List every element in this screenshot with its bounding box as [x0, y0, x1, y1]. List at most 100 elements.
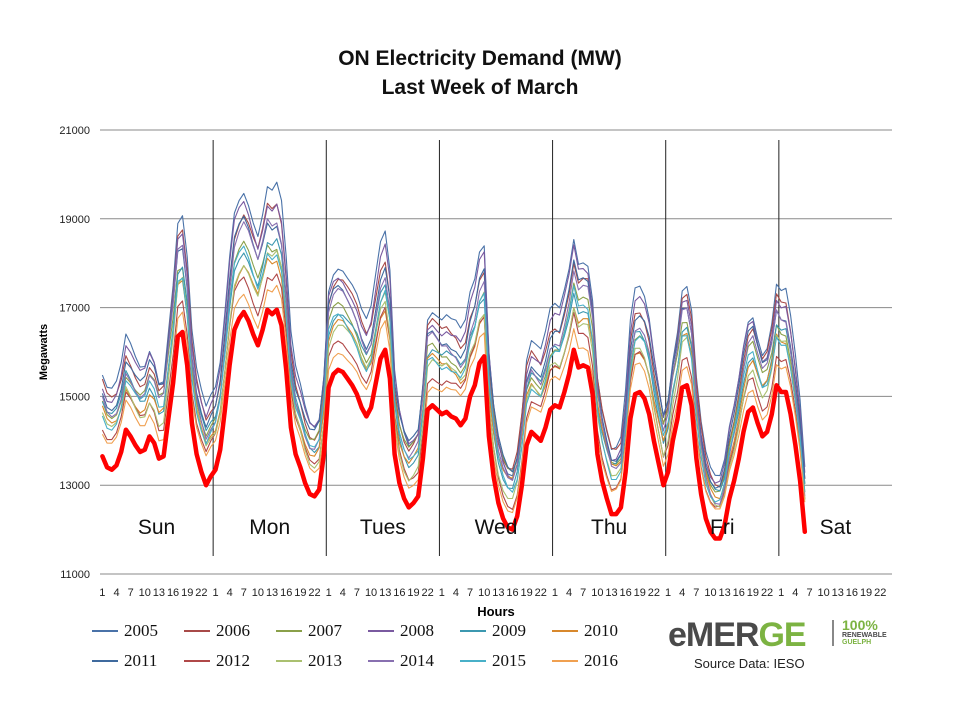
x-axis-label: Hours	[477, 604, 515, 619]
legend-swatch	[276, 630, 302, 632]
x-tick-label: 1	[665, 587, 671, 599]
x-tick-label: 22	[648, 587, 660, 599]
legend-item: 2010	[552, 621, 618, 640]
x-tick-label: 19	[294, 587, 306, 599]
legend-item: 2008	[368, 621, 434, 640]
x-tick-label: 7	[580, 587, 586, 599]
x-tick-label: 16	[733, 587, 745, 599]
y-tick-label: 17000	[59, 303, 90, 315]
x-tick-label: 22	[308, 587, 320, 599]
x-tick-label: 7	[806, 587, 812, 599]
legend-swatch	[460, 630, 486, 632]
legend-label: 2008	[400, 621, 434, 640]
chart-subtitle: Last Week of March	[381, 76, 579, 99]
legend-label: 2009	[492, 621, 526, 640]
x-tick-label: 4	[792, 587, 798, 599]
legend-label: 2010	[584, 621, 618, 640]
legend-label: 2012	[216, 651, 250, 670]
x-tick-label: 13	[266, 587, 278, 599]
legend-item: 2006	[184, 621, 250, 640]
highlight-series	[100, 307, 808, 541]
legend-label: 2015	[492, 651, 526, 670]
x-tick-label: 19	[181, 587, 193, 599]
x-tick-label: 1	[212, 587, 218, 599]
source-note: Source Data: IESO	[694, 656, 805, 671]
x-tick-label: 13	[492, 587, 504, 599]
x-tick-label: 4	[113, 587, 119, 599]
y-tick-label: 19000	[59, 214, 90, 226]
series-line-2008	[101, 200, 806, 484]
x-tick-label: 16	[167, 587, 179, 599]
y-tick-label: 11000	[60, 569, 90, 581]
x-tick-label: 1	[439, 587, 445, 599]
x-tick-label: 10	[252, 587, 264, 599]
logo-divider	[832, 620, 834, 646]
x-tick-label: 19	[860, 587, 872, 599]
series-line-2014	[101, 218, 806, 505]
x-tick-label: 13	[379, 587, 391, 599]
day-label: Fri	[710, 516, 735, 539]
legend-item: 2005	[92, 621, 158, 640]
legend-swatch	[368, 630, 394, 632]
x-tick-label: 13	[605, 587, 617, 599]
x-tick-label: 10	[365, 587, 377, 599]
legend-item: 2013	[276, 651, 342, 670]
x-tick-label: 10	[704, 587, 716, 599]
legend-label: 2005	[124, 621, 158, 640]
x-tick-label: 4	[227, 587, 233, 599]
x-tick-label: 10	[139, 587, 151, 599]
emerge-logo: eMERGE 100% RENEWABLE GUELPH	[668, 612, 908, 672]
x-tick-label: 7	[693, 587, 699, 599]
day-label: Sat	[820, 516, 852, 539]
series-line-2016	[101, 284, 806, 514]
legend-label: 2013	[308, 651, 342, 670]
series-line-2005	[101, 181, 806, 477]
legend-item: 2012	[184, 651, 250, 670]
x-tick-label: 16	[846, 587, 858, 599]
x-tick-label: 22	[535, 587, 547, 599]
legend-swatch	[92, 660, 118, 662]
x-tick-label: 22	[761, 587, 773, 599]
x-tick-label: 4	[340, 587, 346, 599]
x-tick-label: 10	[478, 587, 490, 599]
day-labels: Sun Mon Tues Wed Thu Fri Sat	[138, 516, 851, 539]
day-label: Thu	[591, 516, 627, 539]
legend-item: 2016	[552, 651, 618, 670]
chart-title: ON Electricity Demand (MW)	[338, 47, 622, 70]
x-tick-label: 19	[521, 587, 533, 599]
x-tick-label: 16	[620, 587, 632, 599]
x-tick-label: 16	[280, 587, 292, 599]
y-axis-label: Megawatts	[38, 324, 50, 380]
legend-item: 2011	[92, 651, 158, 670]
day-label: Wed	[475, 516, 518, 539]
legend-swatch	[368, 660, 394, 662]
emerge-wordmark: eMERGE	[668, 616, 807, 654]
x-tick-label: 19	[634, 587, 646, 599]
y-tick-label: 15000	[59, 391, 90, 403]
x-tick-label: 22	[422, 587, 434, 599]
y-tick-labels: 11000 13000 15000 17000 19000 21000	[59, 125, 90, 581]
legend-item: 2009	[460, 621, 526, 640]
series-line-2015	[101, 245, 806, 503]
x-tick-labels: 1 4 7 10 13 16 19 22 1 4 7 10 13 16 19 22 1 4 7 10 13 16 19 22 1…	[99, 587, 886, 599]
day-label: Mon	[249, 516, 290, 539]
legend-swatch	[184, 630, 210, 632]
legend-item: 2007	[276, 621, 342, 640]
legend-swatch	[460, 660, 486, 662]
day-label: Tues	[360, 516, 406, 539]
series-line-2010	[101, 257, 806, 500]
x-tick-label: 16	[506, 587, 518, 599]
y-tick-label: 21000	[59, 125, 90, 137]
x-tick-label: 1	[552, 587, 558, 599]
x-tick-label: 1	[778, 587, 784, 599]
highlight-line	[100, 307, 808, 541]
legend-swatch	[552, 630, 578, 632]
x-tick-label: 7	[128, 587, 134, 599]
legend-label: 2011	[124, 651, 158, 670]
x-tick-label: 19	[407, 587, 419, 599]
x-tick-label: 1	[326, 587, 332, 599]
x-tick-label: 4	[566, 587, 572, 599]
x-tick-label: 22	[874, 587, 886, 599]
